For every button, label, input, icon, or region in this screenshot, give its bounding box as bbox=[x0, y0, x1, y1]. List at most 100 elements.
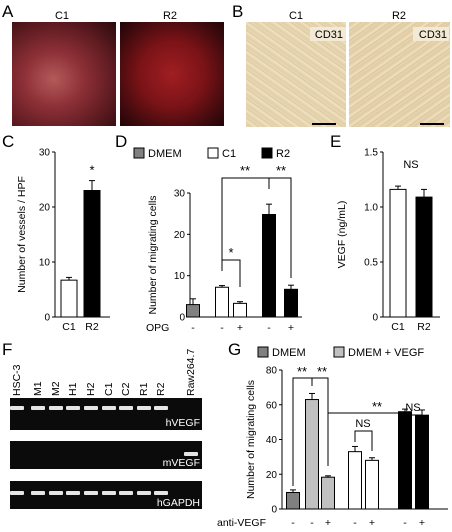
gel-f-band-hgapdh bbox=[66, 491, 80, 495]
chart-g-xrow-label: anti-VEGF bbox=[217, 517, 266, 529]
panel-f-letter: F bbox=[2, 340, 12, 359]
gel-f-band-label: mVEGF bbox=[163, 457, 200, 469]
chart-d-annotation: ** bbox=[276, 163, 286, 178]
panel-b-label-c1: C1 bbox=[289, 10, 303, 22]
chart-c-x-tick-label: R2 bbox=[85, 321, 99, 333]
panel-b-stain-label-1: CD31 bbox=[315, 29, 343, 41]
gel-f-band-hvegf bbox=[31, 406, 45, 410]
chart-e-bar bbox=[415, 196, 433, 318]
chart-g-bar bbox=[348, 451, 362, 510]
chart-d-legend-swatch bbox=[133, 147, 145, 159]
gel-f-band-hgapdh bbox=[31, 491, 45, 495]
panel-b-letter: B bbox=[232, 2, 243, 21]
chart-g-y-axis-label: Number of migrating cells bbox=[245, 380, 257, 499]
gel-f-lane-label: M1 bbox=[32, 381, 44, 396]
panel-d-letter: D bbox=[115, 132, 127, 151]
chart-g-y-tick-label: 0 bbox=[271, 505, 277, 516]
chart-e-y-tick-label: 1.0 bbox=[364, 203, 378, 214]
chart-d-y-tick-label: 20 bbox=[174, 230, 186, 241]
chart-g-xrow-mark: + bbox=[325, 517, 331, 529]
chart-g-xrow-mark: + bbox=[419, 517, 425, 529]
chart-c-x-tick-label: C1 bbox=[62, 321, 76, 333]
gel-f: HSC-3 M1 M2 H1 H2 C1 C2 R1 R2 Raw264.7 hVEGF mVEGF h… bbox=[10, 349, 200, 509]
chart-d-annotation: ** bbox=[240, 163, 250, 178]
gel-f-band-hvegf bbox=[84, 406, 98, 410]
gel-f-lane-label: HSC-3 bbox=[11, 364, 23, 396]
chart-d-y-tick-label: 0 bbox=[179, 313, 185, 324]
panel-c-letter: C bbox=[2, 132, 14, 151]
chart-e: 0 0.5 1.0 1.5 VEGF (ng/mL) C1 R2 NS bbox=[336, 148, 440, 333]
gel-hvegf-blot bbox=[10, 398, 202, 430]
panel-a-label-r2: R2 bbox=[163, 10, 177, 22]
chart-d-y-tick-label: 30 bbox=[174, 189, 186, 200]
panel-b-stain-label-2: CD31 bbox=[419, 29, 447, 41]
chart-d-legend-label: DMEM bbox=[148, 148, 182, 160]
chart-c-y-tick-label: 20 bbox=[39, 203, 51, 214]
chart-e-y-axis-label: VEGF (ng/mL) bbox=[336, 201, 348, 269]
chart-g-bar bbox=[305, 399, 319, 510]
gel-f-band-hgapdh bbox=[84, 491, 98, 495]
chart-g-bar bbox=[365, 459, 379, 510]
gel-f-band-label: hGAPDH bbox=[157, 497, 200, 509]
chart-d-legend-label: C1 bbox=[222, 148, 236, 160]
chart-c-y-tick-label: 30 bbox=[39, 148, 51, 159]
gel-f-band-mvegf bbox=[184, 452, 198, 456]
chart-d-xrow-mark: - bbox=[220, 322, 224, 334]
chart-g-xrow-mark: + bbox=[369, 517, 375, 529]
chart-d-bracket-r2-opg bbox=[268, 177, 292, 278]
chart-d-xrow-label: OPG bbox=[146, 322, 169, 334]
chart-g-xrow-mark: - bbox=[403, 517, 407, 529]
chart-d-xrow-mark: - bbox=[191, 322, 195, 334]
chart-g-y-tick-label: 40 bbox=[266, 435, 278, 446]
chart-g-y-tick-label: 80 bbox=[266, 366, 278, 377]
chart-c: 0 10 20 30 Number of vessels / HPF C1 R2 * bbox=[16, 148, 110, 333]
gel-f-band-hgapdh bbox=[102, 491, 116, 495]
gel-f-band-hvegf bbox=[137, 406, 151, 410]
chart-d-y-axis-label: Number of migrating cells bbox=[147, 195, 159, 314]
gel-f-band-hvegf bbox=[119, 406, 133, 410]
photo-a-r2-tumor bbox=[120, 22, 224, 126]
chart-d-legend-swatch bbox=[261, 147, 273, 159]
chart-d-bar bbox=[186, 304, 200, 318]
chart-c-bar bbox=[60, 279, 78, 318]
panel-b-label-r2: R2 bbox=[392, 10, 406, 22]
gel-f-lane-label: C2 bbox=[120, 382, 132, 396]
gel-f-band-hgapdh bbox=[119, 491, 133, 495]
chart-g-bar bbox=[415, 414, 429, 510]
chart-d-bar bbox=[215, 286, 229, 318]
chart-g: DMEM DMEM + VEGF 0 20 40 60 80 Number of migrat… bbox=[217, 346, 448, 529]
chart-g-annotation: NS bbox=[405, 402, 420, 414]
gel-f-lane-label: H1 bbox=[67, 382, 79, 396]
photo-a-c1-tumor bbox=[12, 22, 116, 126]
chart-e-bar bbox=[389, 188, 407, 318]
gel-f-band-hvegf bbox=[154, 406, 168, 410]
chart-e-x-tick-label: R2 bbox=[417, 321, 431, 333]
gel-f-lane-label: Raw264.7 bbox=[185, 349, 197, 396]
chart-c-y-axis-label: Number of vessels / HPF bbox=[16, 176, 28, 293]
chart-g-annotation: ** bbox=[297, 364, 307, 379]
chart-e-y-tick-label: 0.5 bbox=[364, 258, 378, 269]
chart-g-legend-swatch bbox=[257, 346, 269, 358]
chart-d-legend-label: R2 bbox=[276, 148, 290, 160]
gel-f-lane-label: C1 bbox=[103, 382, 115, 396]
gel-f-lane-label: M2 bbox=[50, 381, 62, 396]
chart-g-legend-label: DMEM bbox=[272, 347, 306, 359]
chart-d-legend-swatch bbox=[207, 147, 219, 159]
gel-f-band-hvegf bbox=[49, 406, 63, 410]
chart-d-annotation: * bbox=[228, 245, 233, 260]
chart-g-bar bbox=[286, 491, 300, 510]
chart-d-xrow-mark: + bbox=[288, 322, 294, 334]
chart-g-annotation: NS bbox=[355, 418, 370, 430]
panel-a-letter: A bbox=[2, 2, 14, 21]
gel-f-lane-label: R1 bbox=[138, 382, 150, 396]
panel-e-letter: E bbox=[330, 132, 341, 151]
chart-d-bracket-c1-opg bbox=[221, 259, 241, 287]
chart-g-xrow-mark: - bbox=[291, 517, 295, 529]
panel-b-stain-bg-1 bbox=[310, 27, 346, 41]
gel-f-band-hgapdh bbox=[10, 491, 24, 495]
gel-mvegf-blot bbox=[10, 441, 202, 469]
gel-f-band-hgapdh bbox=[137, 491, 151, 495]
chart-g-legend-swatch bbox=[333, 346, 345, 358]
gel-f-lane-label: H2 bbox=[85, 382, 97, 396]
